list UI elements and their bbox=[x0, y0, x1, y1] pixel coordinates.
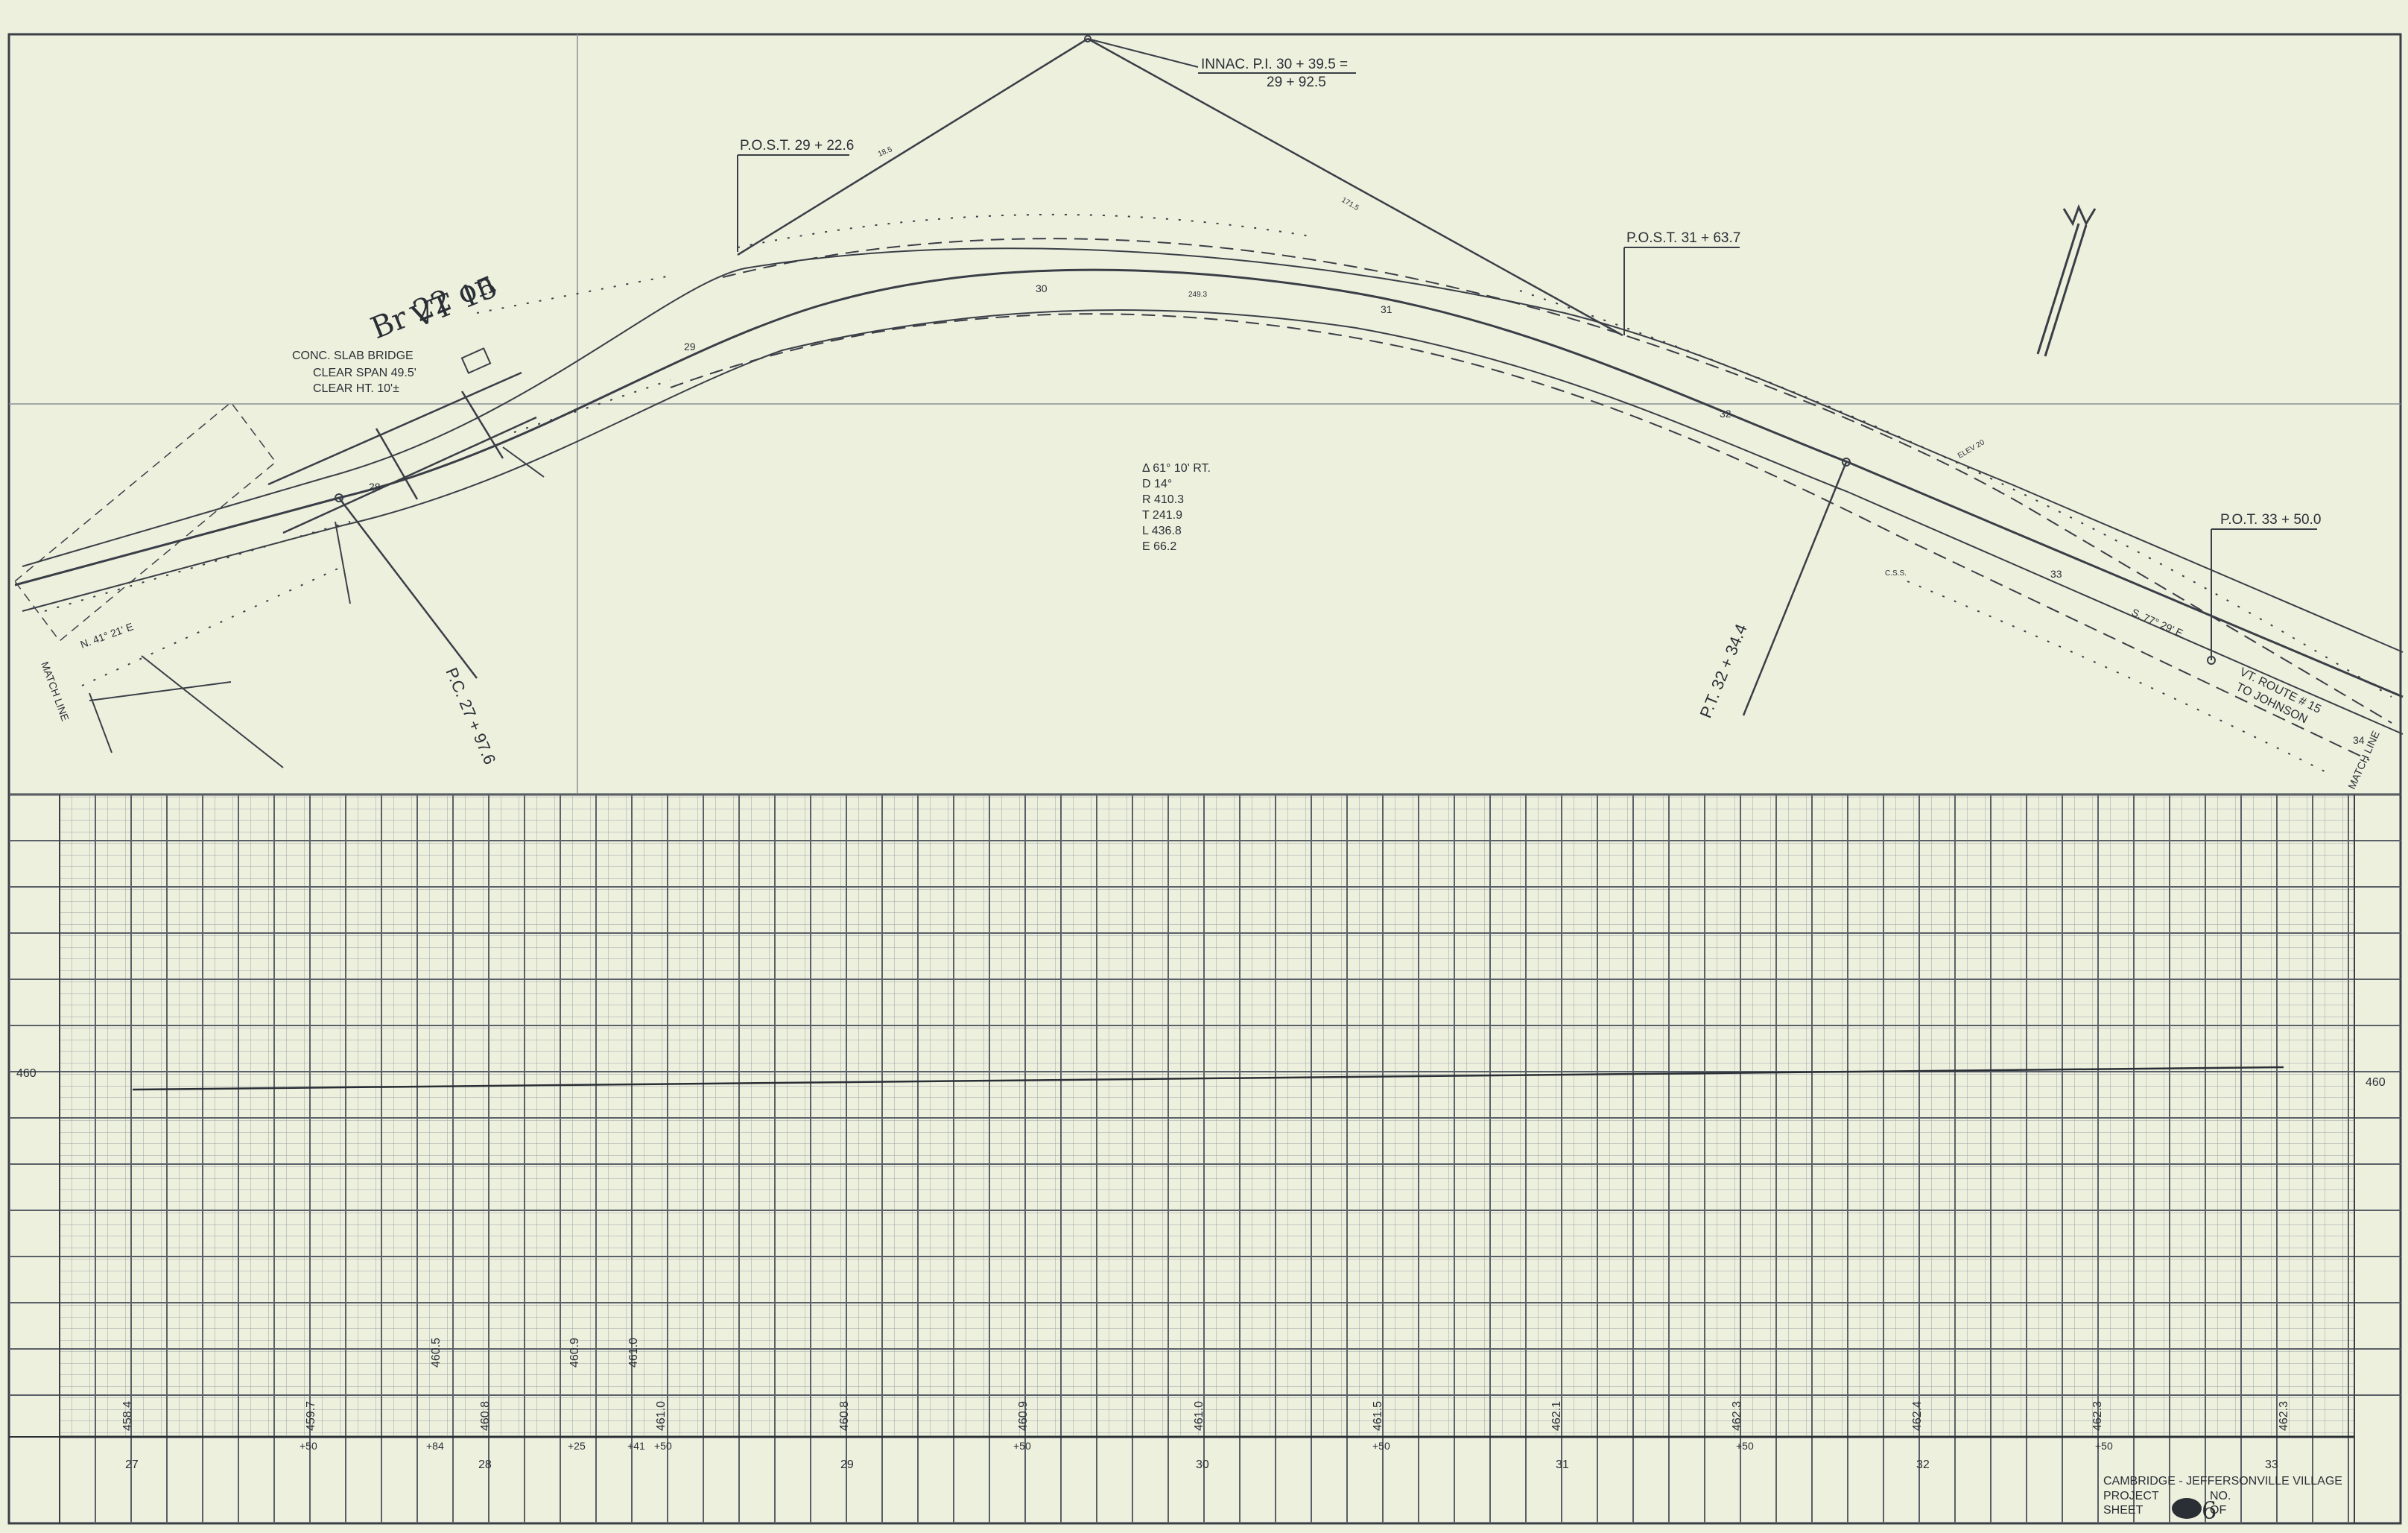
north-arrow-icon bbox=[2036, 204, 2097, 357]
curve-length: L 436.8 bbox=[1142, 525, 1182, 537]
profile-plus-label: +50 bbox=[300, 1440, 317, 1452]
profile-plus-label: +50 bbox=[2095, 1440, 2113, 1452]
elevation-label-left: 460 bbox=[16, 1067, 37, 1080]
profile-elevation: 461.5 bbox=[1372, 1401, 1384, 1431]
curve-delta: Δ 61° 10' RT. bbox=[1142, 462, 1211, 475]
profile-elevation: 462.4 bbox=[1911, 1401, 1924, 1431]
centerline bbox=[14, 268, 2404, 698]
profile-elevation: 460.8 bbox=[838, 1401, 851, 1431]
profile-station: 31 bbox=[1556, 1458, 1569, 1471]
pc-label: P.C. 27 + 97.6 bbox=[442, 665, 499, 767]
profile-elevation: 462.3 bbox=[2091, 1401, 2104, 1431]
profile-plus-label: +25 bbox=[568, 1440, 586, 1452]
plan-station-31: 31 bbox=[1381, 303, 1392, 315]
curve-data: Δ 61° 10' RT. D 14° R 410.3 T 241.9 L 43… bbox=[1142, 462, 1211, 553]
profile-elevation: 462.1 bbox=[1550, 1401, 1563, 1431]
profile-elevation: 461.0 bbox=[1193, 1401, 1205, 1431]
profile-station: 32 bbox=[1916, 1458, 1930, 1471]
pt-label: P.T. 32 + 34.4 bbox=[1696, 622, 1750, 721]
title-sheet: SHEET bbox=[2103, 1504, 2144, 1517]
profile-elevation: 462.3 bbox=[1731, 1401, 1743, 1431]
profile-elevation: 459.7 bbox=[305, 1401, 317, 1431]
profile-plus-label: +50 bbox=[654, 1440, 672, 1452]
profile-grid: 460 460 27 28 29 30 31 32 33 +50 +84 +25 +41 +50 +50… bbox=[9, 794, 2401, 1523]
pot-label: P.O.T. 33 + 50.0 bbox=[2220, 512, 2321, 528]
profile-station: 33 bbox=[2265, 1458, 2278, 1471]
bridge-label-2: CLEAR SPAN 49.5' bbox=[313, 367, 416, 379]
profile-ground-line bbox=[132, 1066, 2284, 1091]
profile-elevation: 460.8 bbox=[479, 1401, 492, 1431]
profile-elevation-high: 461.0 bbox=[627, 1338, 640, 1368]
title-no: NO. bbox=[2210, 1490, 2231, 1502]
plan-station-28: 28 bbox=[369, 481, 381, 493]
pi-label-2: 29 + 92.5 bbox=[1267, 75, 1326, 90]
ink-stamp bbox=[2172, 1498, 2202, 1519]
profile-elevation: 461.0 bbox=[655, 1401, 668, 1431]
profile-plus-label: +84 bbox=[426, 1440, 444, 1452]
profile-elevation: 460.9 bbox=[1017, 1401, 1030, 1431]
bearing-right: S. 77° 29' E bbox=[2130, 606, 2185, 639]
pi-label: INNAC. P.I. 30 + 39.5 = bbox=[1201, 57, 1348, 72]
bridge-label-1: CONC. SLAB BRIDGE bbox=[292, 350, 414, 362]
cross-label: 249.3 bbox=[1188, 291, 1207, 299]
profile-elevation: 458.4 bbox=[121, 1401, 134, 1431]
curve-degree: D 14° bbox=[1142, 478, 1172, 490]
plan-station-32: 32 bbox=[1720, 408, 1731, 420]
post-left-label: P.O.S.T. 29 + 22.6 bbox=[740, 138, 854, 154]
post-right-label: P.O.S.T. 31 + 63.7 bbox=[1626, 230, 1740, 246]
title-project: PROJECT bbox=[2103, 1490, 2159, 1502]
profile-elevation-high: 460.5 bbox=[430, 1338, 443, 1368]
plan-station-29: 29 bbox=[684, 341, 696, 353]
profile-plus-label: +50 bbox=[1013, 1440, 1031, 1452]
bearing-left: N. 41° 21' E bbox=[79, 620, 135, 650]
profile-elevation: 462.3 bbox=[2278, 1401, 2290, 1431]
title-block: CAMBRIDGE - JEFFERSONVILLE VILLAGE PROJE… bbox=[2103, 1475, 2342, 1525]
cross-label: 171.5 bbox=[1340, 196, 1361, 212]
profile-elevation-high: 460.9 bbox=[568, 1338, 581, 1368]
cross-label: C.S.S. bbox=[1885, 569, 1907, 578]
sheet-number: 6 bbox=[2202, 1496, 2217, 1525]
profile-plus-label: +50 bbox=[1736, 1440, 1754, 1452]
curve-radius: R 410.3 bbox=[1142, 493, 1184, 506]
cross-label: ELEV 20 bbox=[1956, 438, 1986, 460]
profile-station: 29 bbox=[840, 1458, 854, 1471]
elevation-label-right: 460 bbox=[2366, 1076, 2386, 1089]
plan-station-33: 33 bbox=[2050, 568, 2062, 580]
plan-station-30: 30 bbox=[1036, 282, 1048, 294]
bridge-structure bbox=[267, 347, 545, 604]
profile-station: 28 bbox=[478, 1458, 492, 1471]
profile-station: 27 bbox=[125, 1458, 139, 1471]
plan-station-34: 34 bbox=[2353, 734, 2365, 746]
curve-external: E 66.2 bbox=[1142, 540, 1176, 553]
profile-station: 30 bbox=[1196, 1458, 1209, 1471]
plan-view: INNAC. P.I. 30 + 39.5 = 29 + 92.5 P.O.S.… bbox=[13, 35, 2404, 791]
profile-plus-label: +41 bbox=[627, 1440, 645, 1452]
profile-plus-label: +50 bbox=[1372, 1440, 1390, 1452]
title-line: CAMBRIDGE - JEFFERSONVILLE VILLAGE bbox=[2103, 1475, 2342, 1488]
title-of: OF bbox=[2210, 1504, 2226, 1517]
bridge-label-3: CLEAR HT. 10'± bbox=[313, 382, 399, 395]
match-line-left: MATCH LINE bbox=[39, 660, 72, 723]
curve-tangent: T 241.9 bbox=[1142, 509, 1182, 522]
cross-label: 18.5 bbox=[877, 145, 894, 159]
